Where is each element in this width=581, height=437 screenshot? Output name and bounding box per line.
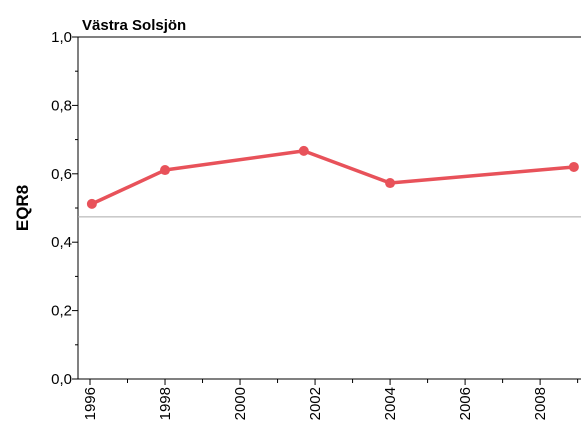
- x-tick-label: 2006: [457, 387, 474, 420]
- y-tick-label: 0,8: [51, 97, 72, 114]
- data-point: [568, 161, 579, 172]
- data-point: [385, 178, 396, 189]
- x-tick-label: 1996: [82, 387, 99, 420]
- chart-title: Västra Solsjön: [82, 17, 186, 34]
- y-tick-label: 0,4: [51, 234, 72, 251]
- y-tick-label: 1,0: [51, 29, 72, 46]
- y-axis-label: EQR8: [13, 185, 32, 231]
- y-tick-label: 0,2: [51, 303, 72, 320]
- data-point: [298, 145, 309, 156]
- x-tick-label: 1998: [157, 387, 174, 420]
- x-tick-label: 2002: [307, 387, 324, 420]
- y-tick-label: 0,6: [51, 166, 72, 183]
- y-tick-label: 0,0: [51, 371, 72, 388]
- line: [91, 149, 575, 206]
- x-tick-label: 2004: [382, 387, 399, 420]
- x-tick-label: 2000: [232, 387, 249, 420]
- data-point: [160, 165, 171, 176]
- data-point: [86, 198, 97, 209]
- x-tick-label: 2008: [532, 387, 549, 420]
